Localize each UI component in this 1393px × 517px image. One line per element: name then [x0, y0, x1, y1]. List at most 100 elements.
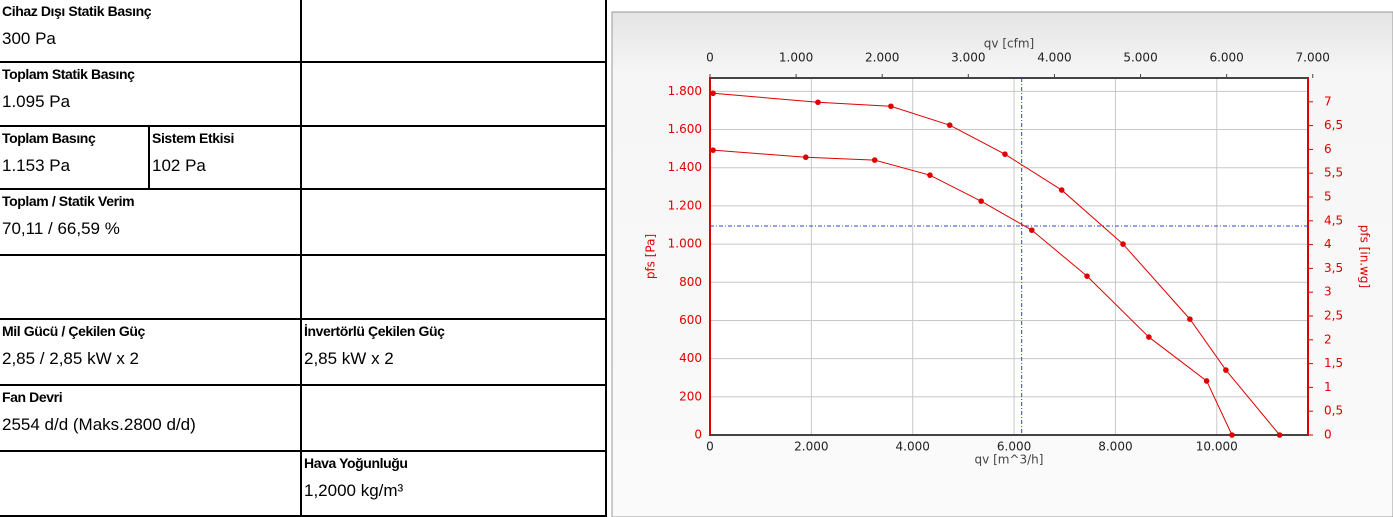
x2-tick-label: 6.000 [1209, 51, 1243, 65]
data-point [888, 103, 894, 110]
data-point [1187, 316, 1193, 322]
cell-label: Sistem Etkisi [152, 130, 234, 146]
data-point [815, 99, 821, 106]
table-cell: Toplam / Statik Verim 70,11 / 66,59 % [0, 190, 302, 256]
data-point [978, 198, 984, 204]
y-tick-label: 1.800 [668, 84, 702, 98]
table-cell: Hava Yoğunluğu 1,2000 kg/m³ [302, 452, 607, 517]
y2-tick-label: 1,5 [1324, 356, 1343, 370]
y2-tick-label: 2 [1324, 332, 1332, 346]
x2-tick-label: 3.000 [951, 51, 985, 65]
cell-label: Toplam Statik Basınç [2, 66, 135, 82]
y-tick-label: 0 [694, 428, 702, 442]
cell-value: 1,2000 kg/m³ [304, 481, 404, 500]
series-line [712, 92, 1281, 436]
data-point [1084, 273, 1090, 279]
data-point [1276, 432, 1283, 438]
cell-label: Hava Yoğunluğu [304, 455, 408, 471]
data-point [1146, 334, 1152, 340]
cell-label: Toplam / Statik Verim [2, 193, 135, 209]
x-tick-label: 2.000 [794, 440, 828, 454]
y2-tick-label: 1 [1324, 380, 1332, 394]
cell-value: 2,85 kW x 2 [304, 349, 394, 368]
x-tick-label: 4.000 [896, 440, 930, 454]
y2-tick-label: 5,5 [1324, 166, 1343, 180]
y2-tick-label: 7 [1324, 94, 1332, 108]
y2-tick-label: 6,5 [1324, 118, 1343, 132]
cell-value: 1.095 Pa [2, 92, 71, 111]
data-point [802, 154, 809, 161]
table-cell: Mil Gücü / Çekilen Güç 2,85 / 2,85 kW x 2 [0, 320, 302, 386]
y2-tick-label: 4,5 [1324, 213, 1343, 227]
y2-tick-label: 3,5 [1324, 261, 1343, 275]
x-tick-label: 0 [706, 440, 714, 454]
cell-value: 300 Pa [2, 29, 56, 48]
data-point [946, 122, 953, 128]
x-axis-label: qv [m^3/h] [975, 453, 1044, 467]
table-cell: Sistem Etkisi 102 Pa [150, 127, 302, 190]
x2-tick-label: 5.000 [1123, 51, 1157, 65]
table-cell: Fan Devri 2554 d/d (Maks.2800 d/d) [0, 386, 302, 452]
y2-tick-label: 3 [1324, 285, 1332, 299]
y2-tick-label: 6 [1324, 142, 1332, 156]
cell-value: 1.153 Pa [2, 156, 71, 175]
y2-tick-label: 4 [1324, 237, 1332, 251]
table-cell [0, 256, 302, 320]
table-cell: Toplam Statik Basınç 1.095 Pa [0, 63, 302, 127]
x2-tick-label: 0 [706, 51, 714, 65]
data-point [1002, 151, 1008, 157]
y-tick-label: 600 [679, 313, 702, 327]
table-cell [302, 63, 607, 127]
data-point [1029, 227, 1035, 233]
table-cell [302, 386, 607, 452]
data-point [1058, 187, 1065, 193]
y2-tick-label: 5 [1324, 190, 1332, 204]
table-cell: Cihaz Dışı Statik Basınç 300 Pa [0, 0, 302, 63]
y-tick-label: 1.000 [668, 237, 702, 251]
x-tick-label: 6.000 [997, 440, 1031, 454]
x2-tick-label: 7.000 [1296, 51, 1330, 65]
cell-label: İnvertörlü Çekilen Güç [304, 323, 445, 339]
x2-axis-label: qv [cfm] [984, 37, 1034, 51]
cell-value: 2,85 / 2,85 kW x 2 [2, 349, 140, 368]
cell-value: 2554 d/d (Maks.2800 d/d) [2, 415, 196, 434]
table-cell [302, 190, 607, 256]
y2-tick-label: 0 [1324, 428, 1332, 442]
data-point [871, 157, 878, 163]
x2-tick-label: 2.000 [865, 51, 899, 65]
data-point [1203, 378, 1210, 384]
cell-value: 70,11 / 66,59 % [2, 219, 120, 238]
x2-tick-label: 1.000 [779, 51, 813, 65]
y2-tick-label: 0,5 [1324, 404, 1343, 418]
y-tick-label: 800 [679, 275, 702, 289]
x-tick-label: 10.000 [1196, 440, 1238, 454]
data-point [710, 147, 716, 153]
data-point [1120, 241, 1126, 247]
series-line [713, 149, 1233, 436]
y-tick-label: 1.400 [668, 160, 702, 174]
y-axis-label: pfs [Pa] [644, 234, 658, 279]
y-tick-label: 200 [679, 389, 702, 403]
table-cell [0, 452, 302, 517]
table-cell [302, 256, 607, 320]
y-tick-label: 1.600 [668, 122, 702, 136]
x-tick-label: 8.000 [1098, 440, 1132, 454]
table-cell [302, 127, 607, 190]
y2-axis-label: pfs [in.wg] [1358, 225, 1372, 288]
cell-label: Mil Gücü / Çekilen Güç [2, 323, 145, 339]
cell-label: Toplam Basınç [2, 130, 96, 146]
plot-area [710, 78, 1308, 435]
y2-tick-label: 2,5 [1324, 309, 1343, 323]
table-cell [302, 0, 607, 63]
y-tick-label: 400 [679, 351, 702, 365]
cell-label: Fan Devri [2, 389, 63, 405]
data-point [1223, 367, 1229, 373]
data-point [710, 90, 716, 97]
table-cell: Toplam Basınç 1.153 Pa [0, 127, 150, 190]
data-point [927, 172, 933, 178]
cell-label: Cihaz Dışı Statik Basınç [2, 3, 152, 19]
table-cell: İnvertörlü Çekilen Güç 2,85 kW x 2 [302, 320, 607, 386]
x2-tick-label: 4.000 [1037, 51, 1071, 65]
